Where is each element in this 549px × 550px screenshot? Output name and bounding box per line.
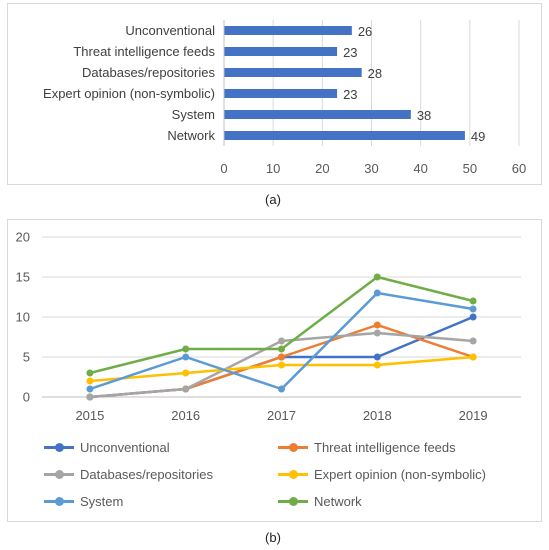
- legend-label: System: [80, 493, 124, 509]
- x-tick-label: 0: [220, 161, 227, 176]
- legend-label: Network: [314, 493, 362, 509]
- legend-swatch: [44, 437, 74, 457]
- x-tick-label: 20: [315, 161, 329, 176]
- x-tick-label: 30: [364, 161, 378, 176]
- x-tick-label: 2018: [363, 408, 392, 423]
- data-point: [469, 313, 477, 321]
- bar: [224, 89, 338, 98]
- x-tick-label: 10: [266, 161, 280, 176]
- data-point: [373, 329, 381, 337]
- bar: [224, 131, 465, 140]
- y-tick-label: 15: [16, 270, 30, 285]
- legend-swatch: [44, 464, 74, 484]
- data-point: [182, 369, 190, 377]
- bar: [224, 26, 352, 35]
- legend-swatch: [278, 491, 308, 511]
- data-point: [182, 353, 190, 361]
- data-point: [86, 377, 94, 385]
- category-label: Unconventional: [125, 23, 215, 38]
- x-tick-label: 60: [512, 161, 526, 176]
- data-point: [278, 345, 285, 353]
- data-point: [373, 361, 381, 369]
- data-point: [469, 297, 477, 305]
- category-label: Expert opinion (non-symbolic): [43, 86, 215, 101]
- data-label: 26: [358, 24, 372, 39]
- data-label: 23: [343, 87, 357, 102]
- data-point: [469, 353, 477, 361]
- data-label: 28: [368, 66, 382, 81]
- x-tick-label: 2015: [75, 408, 104, 423]
- caption-b: (b): [265, 530, 281, 545]
- data-point: [373, 321, 381, 329]
- data-point: [278, 361, 285, 369]
- x-tick-label: 2019: [459, 408, 488, 423]
- legend-swatch: [278, 464, 308, 484]
- y-tick-label: 20: [16, 230, 30, 245]
- line-chart-legend: Unconventional Threat intelligence feeds D…: [44, 437, 524, 513]
- legend-swatch: [278, 437, 308, 457]
- legend-item: Threat intelligence feeds: [278, 437, 456, 457]
- x-tick-label: 2016: [171, 408, 200, 423]
- legend-item: Unconventional: [44, 437, 170, 457]
- legend-item: System: [44, 491, 123, 511]
- caption-a: (a): [265, 192, 281, 207]
- legend-item: Expert opinion (non-symbolic): [278, 464, 486, 484]
- data-point: [278, 353, 285, 361]
- data-point: [182, 345, 190, 353]
- data-point: [373, 289, 381, 297]
- category-label: Network: [167, 128, 215, 143]
- x-tick-label: 40: [413, 161, 427, 176]
- data-point: [86, 393, 94, 401]
- data-point: [86, 369, 94, 377]
- data-label: 23: [343, 45, 357, 60]
- legend-label: Unconventional: [80, 439, 170, 455]
- data-point: [373, 353, 381, 361]
- category-label: System: [172, 107, 215, 122]
- x-tick-label: 50: [463, 161, 477, 176]
- legend-item: Databases/repositories: [44, 464, 213, 484]
- data-point: [373, 273, 381, 281]
- legend-swatch: [44, 491, 74, 511]
- category-label: Threat intelligence feeds: [73, 44, 215, 59]
- legend-label: Expert opinion (non-symbolic): [314, 466, 486, 482]
- data-point: [278, 385, 285, 393]
- bar: [224, 47, 338, 56]
- legend-item: Network: [278, 491, 362, 511]
- data-point: [469, 337, 477, 345]
- category-label: Databases/repositories: [82, 65, 215, 80]
- bar: [224, 68, 362, 77]
- x-tick-label: 2017: [267, 408, 296, 423]
- legend-label: Threat intelligence feeds: [314, 439, 456, 455]
- data-point: [469, 305, 477, 313]
- legend-label: Databases/repositories: [80, 466, 213, 482]
- bar: [224, 110, 411, 119]
- y-tick-label: 5: [23, 350, 30, 365]
- data-point: [86, 385, 94, 393]
- data-label: 38: [417, 108, 431, 123]
- data-point: [182, 385, 190, 393]
- data-label: 49: [471, 129, 485, 144]
- data-point: [278, 337, 285, 345]
- y-tick-label: 0: [23, 390, 30, 405]
- y-tick-label: 10: [16, 310, 30, 325]
